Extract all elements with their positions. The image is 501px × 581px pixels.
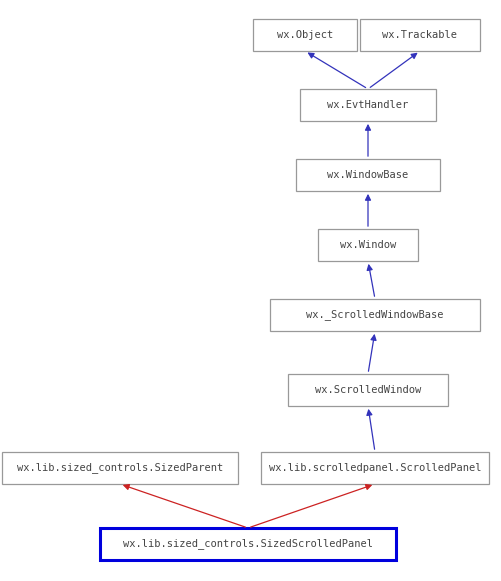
- Bar: [300, 89, 436, 121]
- Text: wx.Trackable: wx.Trackable: [382, 30, 457, 40]
- Bar: [261, 452, 489, 484]
- Text: wx.lib.sized_controls.SizedScrolledPanel: wx.lib.sized_controls.SizedScrolledPanel: [123, 539, 373, 550]
- Text: wx._ScrolledWindowBase: wx._ScrolledWindowBase: [306, 310, 444, 321]
- Bar: [100, 528, 396, 560]
- Text: wx.EvtHandler: wx.EvtHandler: [327, 100, 409, 110]
- Bar: [318, 229, 418, 261]
- Text: wx.ScrolledWindow: wx.ScrolledWindow: [315, 385, 421, 395]
- Bar: [360, 19, 480, 51]
- Text: wx.lib.scrolledpanel.ScrolledPanel: wx.lib.scrolledpanel.ScrolledPanel: [269, 463, 481, 473]
- Bar: [2, 452, 238, 484]
- Bar: [270, 299, 480, 331]
- Text: wx.lib.sized_controls.SizedParent: wx.lib.sized_controls.SizedParent: [17, 462, 223, 474]
- Text: wx.Window: wx.Window: [340, 240, 396, 250]
- Bar: [296, 159, 440, 191]
- Bar: [253, 19, 357, 51]
- Text: wx.WindowBase: wx.WindowBase: [327, 170, 409, 180]
- Bar: [288, 374, 448, 406]
- Text: wx.Object: wx.Object: [277, 30, 333, 40]
